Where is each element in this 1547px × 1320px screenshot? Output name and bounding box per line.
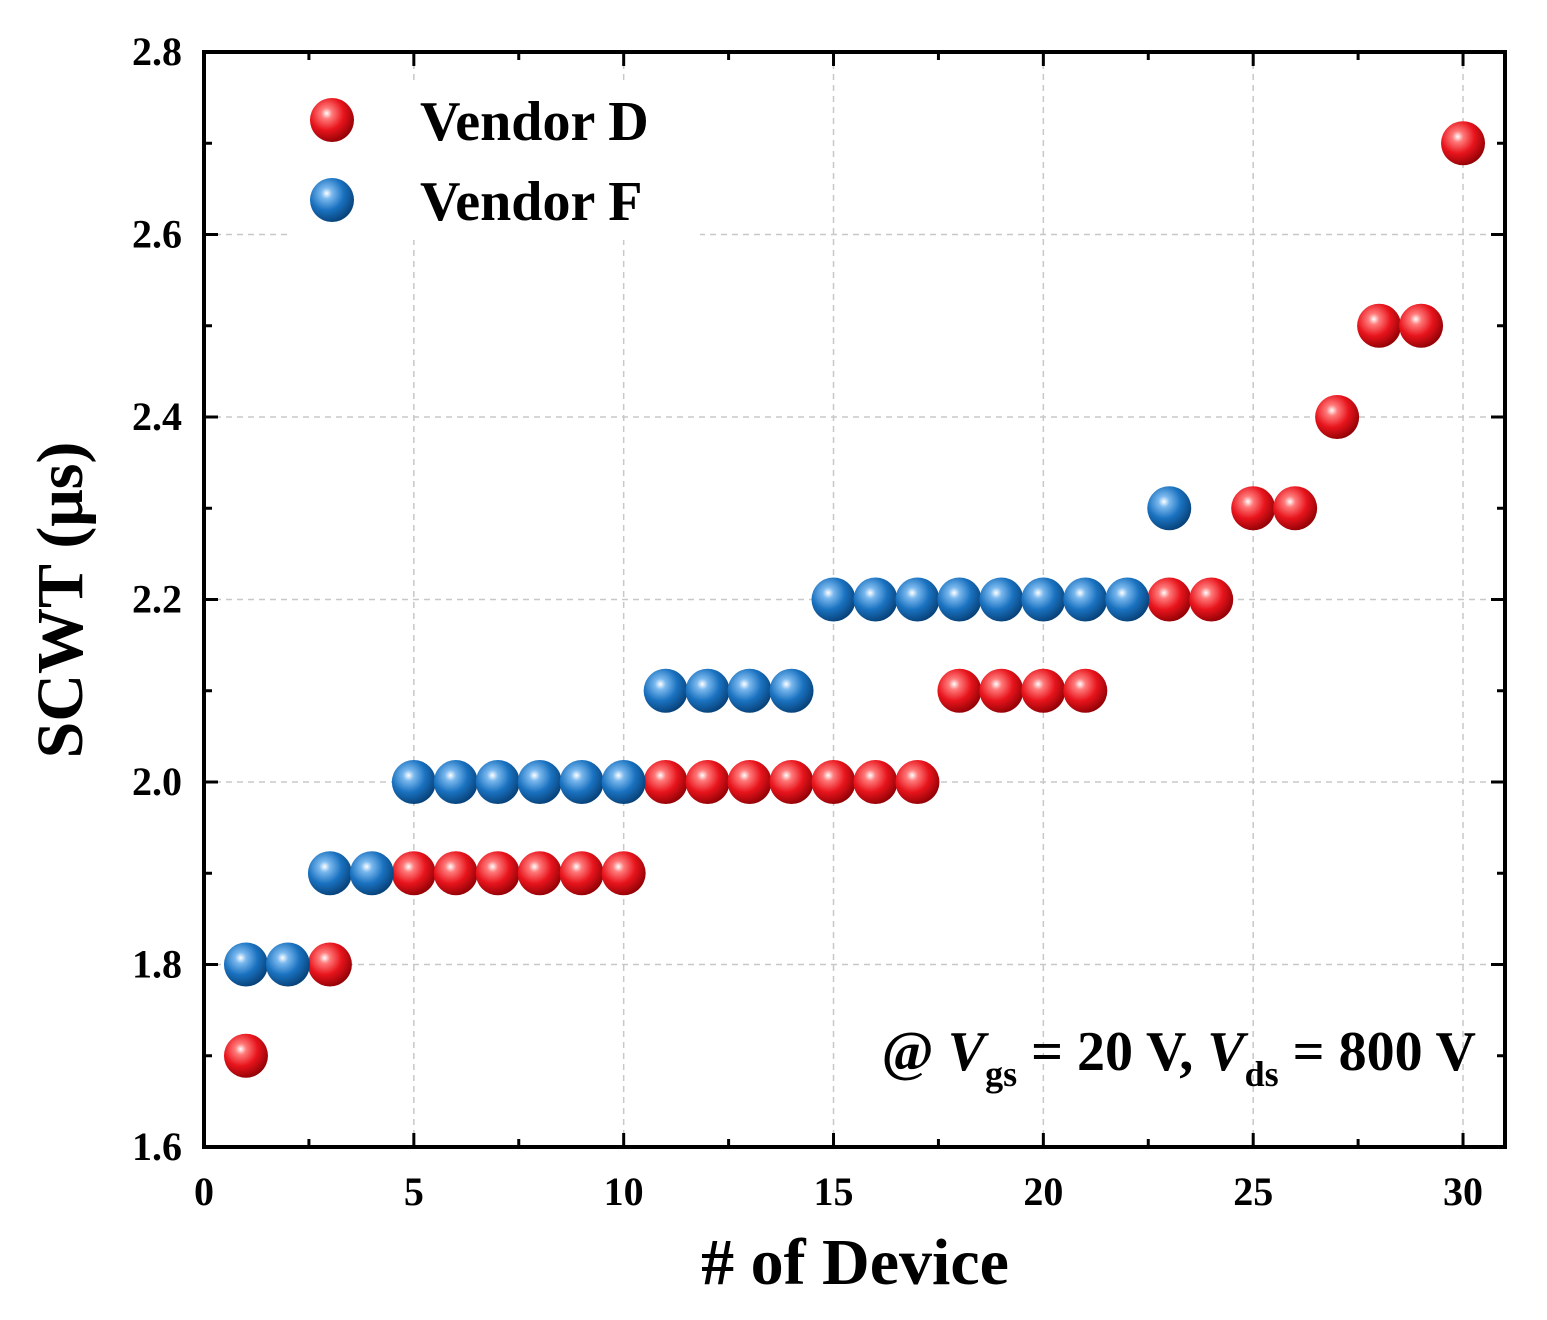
condition-annotation: @ Vgs = 20 V, Vds = 800 V: [882, 1021, 1476, 1094]
legend-label-vendor-f: Vendor F: [420, 171, 643, 233]
vendor-d-point: [895, 760, 940, 804]
vendor-f-point: [307, 851, 352, 896]
x-tick-label: 5: [404, 1169, 424, 1214]
vendor-d-point: [307, 942, 352, 987]
vendor-d-point: [1441, 121, 1486, 166]
y-tick-label: 1.6: [132, 1124, 182, 1169]
vendor-f-point: [559, 760, 604, 804]
legend: Vendor D Vendor F: [290, 80, 700, 240]
vendor-d-point: [1189, 577, 1234, 622]
vendor-f-point: [979, 577, 1024, 622]
legend-marker-vendor-d: [310, 98, 354, 142]
y-tick-label: 2.8: [132, 29, 182, 74]
vendor-d-point: [979, 668, 1024, 713]
legend-label-vendor-d: Vendor D: [420, 91, 649, 153]
vendor-f-point: [517, 760, 562, 804]
vendor-d-point: [685, 760, 730, 804]
vendor-f-point: [391, 760, 436, 804]
y-tick-label: 2.6: [132, 212, 182, 257]
y-axis-label: SCWT (μs): [24, 442, 97, 759]
vendor-f-point: [1021, 577, 1066, 622]
vendor-f-point: [223, 942, 268, 987]
ticks: [202, 50, 1505, 1149]
vendor-d-point: [937, 668, 982, 713]
vendor-f-point: [895, 577, 940, 622]
vendor-f-point: [685, 668, 730, 713]
vendor-d-point: [727, 760, 772, 804]
data-points: [223, 121, 1486, 1078]
vendor-d-point: [811, 760, 856, 804]
vendor-f-point: [1147, 486, 1192, 531]
vendor-f-point: [1105, 577, 1150, 622]
x-axis-label: # of Device: [701, 1226, 1009, 1299]
vendor-d-point: [517, 851, 562, 896]
vendor-f-point: [433, 760, 478, 804]
vendor-d-point: [601, 851, 646, 896]
vendor-f-point: [475, 760, 520, 804]
x-tick-label: 20: [1023, 1169, 1063, 1214]
vendor-f-point: [769, 668, 814, 713]
y-tick-label: 1.8: [132, 942, 182, 987]
vendor-f-point: [727, 668, 772, 713]
vendor-d-point: [1231, 486, 1276, 531]
vendor-d-point: [853, 760, 898, 804]
vendor-f-point: [853, 577, 898, 622]
x-tick-label: 15: [814, 1169, 854, 1214]
vendor-d-point: [475, 851, 520, 896]
x-tick-label: 10: [604, 1169, 644, 1214]
legend-marker-vendor-f: [310, 178, 354, 222]
vendor-d-point: [223, 1033, 268, 1078]
vendor-f-point: [349, 851, 394, 896]
y-tick-label: 2.2: [132, 577, 182, 622]
vendor-d-point: [433, 851, 478, 896]
vendor-f-point: [643, 668, 688, 713]
vendor-f-point: [265, 942, 310, 987]
x-tick-label: 30: [1443, 1169, 1483, 1214]
vendor-f-point: [601, 760, 646, 804]
vendor-d-point: [391, 851, 436, 896]
vendor-f-point: [811, 577, 856, 622]
vendor-d-point: [1273, 486, 1318, 531]
vendor-d-point: [1315, 395, 1360, 439]
vendor-d-point: [1399, 303, 1444, 348]
vendor-d-point: [1063, 668, 1108, 713]
vendor-d-point: [769, 760, 814, 804]
vendor-d-point: [1147, 577, 1192, 622]
vendor-d-point: [559, 851, 604, 896]
vendor-d-point: [643, 760, 688, 804]
y-tick-label: 2.4: [132, 394, 182, 439]
vendor-f-point: [937, 577, 982, 622]
vendor-d-point: [1357, 303, 1402, 348]
x-tick-label: 0: [194, 1169, 214, 1214]
x-tick-label: 25: [1233, 1169, 1273, 1214]
y-tick-label: 2.0: [132, 759, 182, 804]
vendor-d-point: [1021, 668, 1066, 713]
vendor-f-point: [1063, 577, 1108, 622]
